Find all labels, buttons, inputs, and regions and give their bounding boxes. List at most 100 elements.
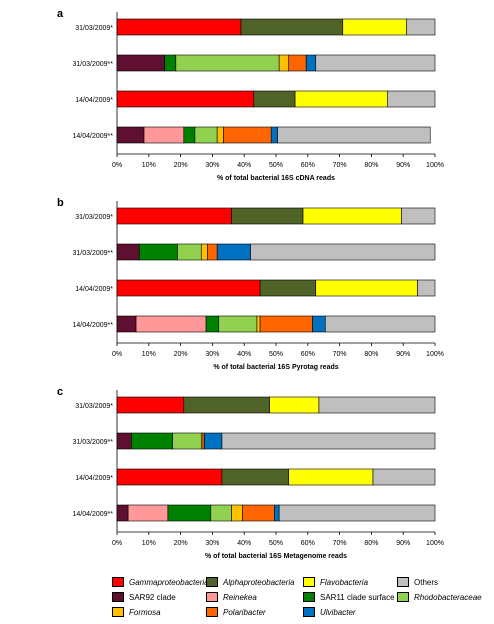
bar-segment-flavobacteria bbox=[342, 18, 407, 36]
legend-swatch bbox=[206, 577, 218, 587]
bar-segment-polaribacter bbox=[288, 54, 307, 72]
legend-label: Polaribacter bbox=[223, 607, 266, 617]
bar-segment-polaribacter bbox=[207, 243, 218, 261]
legend-label: Ulvibacter bbox=[320, 607, 356, 617]
legend-item-reinekea: Reinekea bbox=[206, 592, 257, 602]
x-tick-label: 60% bbox=[301, 162, 315, 169]
legend-swatch bbox=[397, 577, 409, 587]
bar-segment-sar11-clade-surface-1 bbox=[183, 126, 196, 144]
legend-swatch bbox=[303, 577, 315, 587]
x-tick-label: 90% bbox=[396, 162, 410, 169]
bar-segment-formosa bbox=[200, 243, 208, 261]
bar-segment-flavobacteria bbox=[315, 279, 418, 297]
legend-row-3: Formosa Polaribacter Ulvibacter bbox=[112, 607, 492, 622]
bar-segment-polaribacter bbox=[223, 126, 272, 144]
x-tick-label: 30% bbox=[205, 351, 219, 358]
bar-segment-sar92-clade bbox=[116, 504, 129, 522]
bar-segment-alphaproteobacteria bbox=[221, 468, 290, 486]
bar-segment-others bbox=[417, 279, 436, 297]
bar-segment-sar92-clade bbox=[116, 432, 132, 450]
bar-segment-rhodobacteraceae bbox=[177, 243, 202, 261]
bar-segment-rhodobacteraceae bbox=[194, 126, 218, 144]
bar-segment-alphaproteobacteria bbox=[183, 396, 270, 414]
x-tick-label: 10% bbox=[142, 162, 156, 169]
panel-label: c bbox=[57, 386, 63, 398]
bar-segment-ulvibacter bbox=[204, 432, 223, 450]
category-label: 31/03/2009* bbox=[75, 25, 113, 32]
bar-segment-gammaproteobacteria bbox=[116, 279, 261, 297]
x-tick-label: 20% bbox=[174, 162, 188, 169]
legend-label: Formosa bbox=[129, 607, 161, 617]
x-tick-label: 20% bbox=[174, 540, 188, 547]
x-tick-label: 90% bbox=[396, 540, 410, 547]
legend-item-sar11-clade: SAR11 clade surface 1 bbox=[303, 592, 401, 602]
x-axis-label: % of total bacterial 16S cDNA reads bbox=[217, 175, 335, 182]
bar-segment-alphaproteobacteria bbox=[240, 18, 344, 36]
x-tick-label: 100% bbox=[426, 540, 444, 547]
x-tick-label: 50% bbox=[269, 162, 283, 169]
category-label: 14/04/2009** bbox=[73, 133, 114, 140]
x-tick-label: 100% bbox=[426, 162, 444, 169]
bar-segment-ulvibacter bbox=[274, 504, 280, 522]
bar-segment-others bbox=[386, 90, 436, 108]
bar-segment-alphaproteobacteria bbox=[259, 279, 317, 297]
x-tick-label: 80% bbox=[364, 540, 378, 547]
bar-segment-others bbox=[315, 54, 436, 72]
bar-segment-gammaproteobacteria bbox=[116, 468, 223, 486]
bar-segment-flavobacteria bbox=[288, 468, 374, 486]
x-tick-label: 80% bbox=[364, 351, 378, 358]
legend-swatch bbox=[206, 607, 218, 617]
x-tick-label: 70% bbox=[333, 162, 347, 169]
x-tick-label: 60% bbox=[301, 351, 315, 358]
bar-segment-rhodobacteraceae bbox=[172, 432, 202, 450]
category-label: 14/04/2009** bbox=[73, 511, 114, 518]
category-label: 14/04/2009* bbox=[75, 286, 113, 293]
x-tick-label: 20% bbox=[174, 351, 188, 358]
x-tick-label: 0% bbox=[112, 540, 122, 547]
bar-segment-flavobacteria bbox=[294, 90, 388, 108]
panel-label: b bbox=[57, 197, 64, 209]
legend-swatch bbox=[397, 592, 409, 602]
bar-segment-formosa bbox=[216, 126, 224, 144]
legend-item-gammaproteobacteria: Gammaproteobacteria bbox=[112, 577, 209, 587]
x-axis-label: % of total bacterial 16S Pyrotag reads bbox=[213, 364, 338, 371]
bar-segment-gammaproteobacteria bbox=[116, 396, 185, 414]
legend-swatch bbox=[303, 607, 315, 617]
bar-segment-gammaproteobacteria bbox=[116, 18, 242, 36]
legend-row-1: Gammaproteobacteria Alphaproteobacteria … bbox=[112, 577, 492, 592]
legend-swatch bbox=[112, 592, 124, 602]
bar-segment-sar11-clade-surface-1 bbox=[205, 315, 220, 333]
x-axis-label: % of total bacterial 16S Metagenome read… bbox=[205, 553, 347, 560]
x-tick-label: 30% bbox=[205, 540, 219, 547]
legend-item-rhodobacteraceae: Rhodobacteraceae bbox=[397, 592, 482, 602]
legend-label: SAR11 clade surface 1 bbox=[320, 592, 402, 602]
legend-item-ulvibacter: Ulvibacter bbox=[303, 607, 356, 617]
category-label: 14/04/2009* bbox=[75, 97, 113, 104]
bar-segment-formosa bbox=[231, 504, 243, 522]
bar-segment-sar11-clade-surface-1 bbox=[167, 504, 212, 522]
legend-label: Others bbox=[414, 577, 439, 587]
bar-segment-alphaproteobacteria bbox=[231, 207, 304, 225]
legend-swatch bbox=[112, 577, 124, 587]
x-tick-label: 90% bbox=[396, 351, 410, 358]
bar-segment-rhodobacteraceae bbox=[210, 504, 232, 522]
legend-label: Gammaproteobacteria bbox=[129, 577, 209, 587]
legend-item-formosa: Formosa bbox=[112, 607, 161, 617]
x-tick-label: 70% bbox=[333, 351, 347, 358]
category-label: 31/03/2009** bbox=[73, 250, 114, 257]
x-tick-label: 30% bbox=[205, 162, 219, 169]
bar-segment-sar92-clade bbox=[116, 54, 166, 72]
bar-segment-ulvibacter bbox=[305, 54, 317, 72]
bar-segment-sar11-clade-surface-1 bbox=[138, 243, 178, 261]
bar-segment-others bbox=[401, 207, 436, 225]
bar-segment-others bbox=[324, 315, 436, 333]
bar-segment-rhodobacteraceae bbox=[218, 315, 258, 333]
legend-item-sar92-clade: SAR92 clade bbox=[112, 592, 176, 602]
x-tick-label: 50% bbox=[269, 540, 283, 547]
bar-segment-ulvibacter bbox=[270, 126, 278, 144]
legend-label: Reinekea bbox=[223, 592, 257, 602]
legend-item-alphaproteobacteria: Alphaproteobacteria bbox=[206, 577, 295, 587]
bar-segment-others bbox=[221, 432, 436, 450]
x-tick-label: 40% bbox=[237, 351, 251, 358]
bar-segment-flavobacteria bbox=[269, 396, 320, 414]
